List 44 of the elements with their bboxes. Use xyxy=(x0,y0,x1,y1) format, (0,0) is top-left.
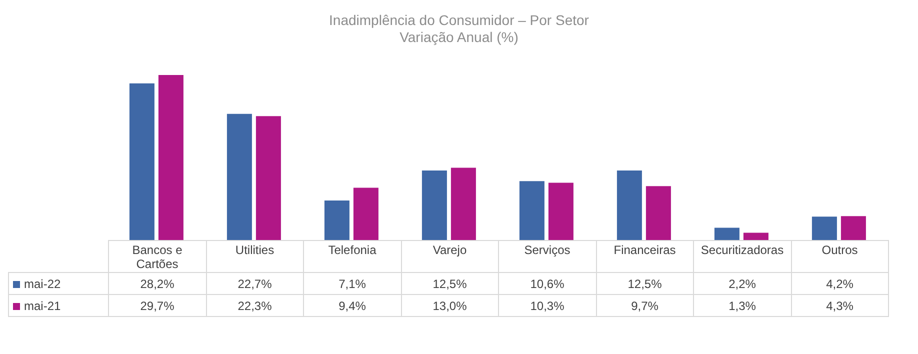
data-label: 4,2% xyxy=(791,272,888,294)
bar xyxy=(324,200,350,240)
bar xyxy=(353,188,378,240)
data-label: 1,3% xyxy=(694,294,791,316)
data-label: 7,1% xyxy=(304,272,401,294)
bar xyxy=(616,170,642,240)
bar xyxy=(743,232,768,240)
chart-title: Inadimplência do Consumidor – Por Setor xyxy=(328,12,590,29)
x-tick-label: Serviços xyxy=(524,243,570,257)
data-label: 29,7% xyxy=(108,294,206,316)
data-label: 9,4% xyxy=(304,294,401,316)
data-label: 22,7% xyxy=(206,272,304,294)
data-label: 10,3% xyxy=(498,294,596,316)
bar xyxy=(519,181,544,240)
bar xyxy=(812,216,837,240)
bar xyxy=(646,186,671,240)
data-label: 4,3% xyxy=(791,294,888,316)
x-tick-label: Securitizadoras xyxy=(700,243,784,257)
data-label: 12,5% xyxy=(401,272,498,294)
data-label: 13,0% xyxy=(401,294,498,316)
data-label: 22,3% xyxy=(206,294,304,316)
x-tick-label: Outros xyxy=(822,243,858,257)
data-label: 28,2% xyxy=(108,272,206,294)
x-tick-label: Utilities xyxy=(235,243,274,257)
chart-subtitle: Variação Anual (%) xyxy=(398,29,520,46)
data-label: 10,6% xyxy=(498,272,596,294)
bar xyxy=(129,83,154,240)
bar xyxy=(450,168,476,240)
x-tick-label: Financeiras xyxy=(614,243,676,257)
x-tick-label: Bancos e Cartões xyxy=(131,243,184,271)
bar xyxy=(226,114,252,240)
x-tick-label: Varejo xyxy=(432,243,467,257)
bar xyxy=(158,75,184,240)
data-label: 2,2% xyxy=(694,272,791,294)
bar xyxy=(840,216,866,240)
legend-label: mai-21 xyxy=(23,298,61,312)
legend-label: mai-22 xyxy=(23,276,61,290)
bar xyxy=(422,170,447,240)
bar xyxy=(714,228,740,240)
data-label: 12,5% xyxy=(596,272,694,294)
bar xyxy=(548,182,574,240)
x-tick-label: Telefonia xyxy=(328,243,376,257)
data-label: 9,7% xyxy=(596,294,694,316)
bar xyxy=(256,116,281,240)
